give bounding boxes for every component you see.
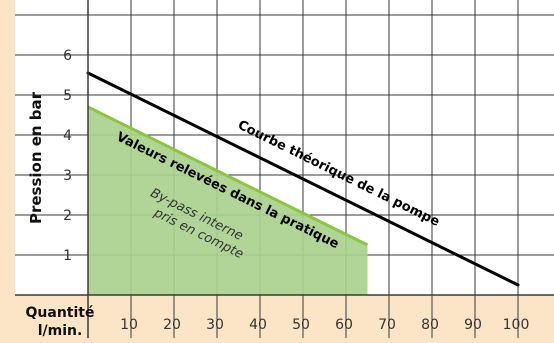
x-tick-label: 70: [378, 317, 396, 333]
x-tick-label: 60: [335, 317, 353, 333]
x-axis-label-line-2: l/min.: [38, 323, 83, 338]
x-tick-label: 20: [163, 317, 181, 333]
theoretical-line-layer: [86, 71, 520, 287]
y-tick-label: 1: [63, 248, 72, 264]
x-tick-label: 40: [249, 317, 267, 333]
measured-area: [88, 107, 368, 295]
measured-edge-line: [87, 105, 369, 247]
theoretical-line: [86, 71, 520, 287]
x-tick-label: 50: [292, 317, 310, 333]
x-axis-band: [0, 295, 554, 338]
left-margin: [0, 0, 15, 338]
x-tick-label: 90: [464, 317, 482, 333]
grid: [15, 0, 554, 338]
x-tick-label: 10: [120, 317, 138, 333]
x-tick-label: 100: [503, 317, 530, 333]
y-tick-label: 6: [63, 48, 72, 64]
y-tick-label: 4: [63, 128, 72, 144]
y-axis-label: Pression en bar: [27, 91, 45, 224]
y-tick-label: 2: [63, 208, 72, 224]
x-tick-label: 80: [421, 317, 439, 333]
x-axis-label-line-1: Quantité: [26, 305, 95, 321]
y-tick-label: 5: [63, 88, 72, 104]
y-tick-label: 3: [63, 168, 72, 184]
measured-area-layer: [87, 105, 369, 295]
x-tick-label: 30: [206, 317, 224, 333]
